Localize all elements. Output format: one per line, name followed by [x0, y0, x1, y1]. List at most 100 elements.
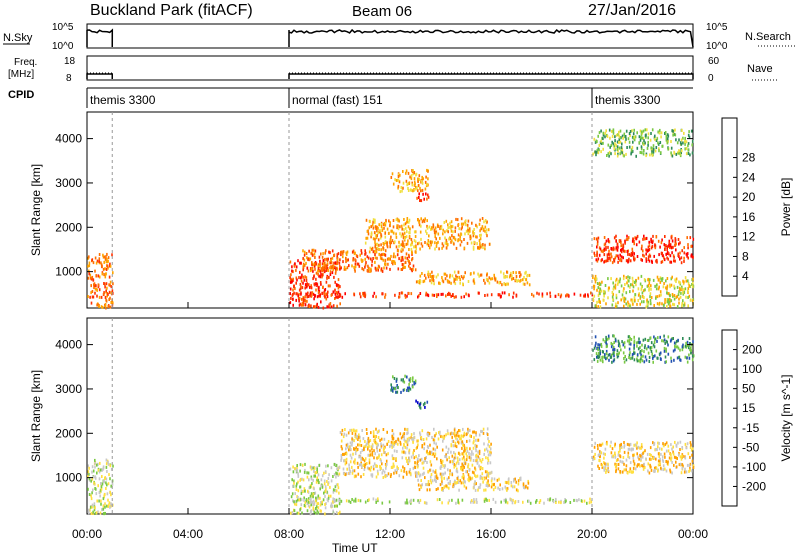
data-cell	[336, 266, 338, 270]
data-cell	[109, 477, 111, 481]
data-cell	[98, 275, 101, 279]
data-cell	[318, 286, 320, 290]
data-cell	[452, 293, 454, 296]
data-cell	[357, 262, 360, 266]
data-cell	[344, 458, 346, 462]
data-cell	[340, 458, 342, 462]
data-cell	[317, 478, 320, 482]
data-cell	[407, 389, 410, 393]
data-cell	[688, 344, 690, 348]
data-cell	[439, 466, 442, 470]
data-cell	[410, 436, 412, 440]
data-cell	[555, 501, 557, 504]
data-cell	[411, 242, 413, 246]
data-cell	[364, 251, 367, 255]
data-cell	[385, 459, 388, 463]
data-cell	[674, 259, 676, 263]
data-cell	[376, 229, 378, 233]
data-cell	[409, 500, 411, 504]
data-cell	[311, 262, 313, 266]
data-cell	[512, 271, 515, 274]
data-cell	[401, 450, 403, 454]
data-cell	[375, 227, 377, 230]
data-cell	[460, 467, 462, 471]
data-cell	[602, 338, 605, 342]
data-cell	[449, 469, 451, 473]
data-cell	[598, 131, 601, 135]
data-cell	[598, 253, 601, 257]
data-cell	[449, 472, 451, 476]
data-cell	[375, 500, 377, 504]
data-cell	[318, 274, 320, 278]
data-cell	[336, 504, 338, 508]
data-cell	[392, 260, 395, 263]
data-cell	[309, 257, 312, 261]
data-cell	[528, 273, 531, 277]
data-cell	[467, 478, 469, 482]
data-cell	[643, 360, 646, 364]
data-cell	[364, 440, 366, 443]
data-cell	[289, 467, 292, 471]
data-cell	[412, 438, 415, 442]
data-cell	[430, 450, 433, 454]
data-cell	[596, 444, 599, 447]
data-cell	[416, 445, 418, 449]
data-cell	[353, 265, 355, 269]
data-cell	[473, 228, 475, 231]
data-cell	[451, 454, 454, 458]
data-cell	[380, 459, 382, 463]
data-cell	[487, 228, 490, 232]
data-cell	[560, 501, 562, 505]
data-cell	[423, 279, 426, 283]
data-cell	[670, 458, 672, 462]
data-cell	[636, 302, 638, 306]
data-cell	[630, 254, 632, 257]
data-cell	[601, 465, 604, 469]
data-cell	[445, 433, 447, 437]
data-cell	[294, 467, 296, 471]
data-cell	[302, 490, 304, 493]
data-cell	[420, 224, 422, 228]
data-cell	[478, 464, 480, 468]
data-cell	[338, 466, 340, 470]
data-cell	[372, 294, 374, 298]
data-cell	[620, 445, 623, 449]
data-cell	[610, 277, 612, 281]
data-cell	[689, 468, 691, 472]
data-cell	[297, 480, 299, 484]
data-cell	[314, 249, 317, 253]
data-cell	[354, 499, 357, 503]
data-cell	[467, 229, 469, 232]
data-cell	[445, 453, 447, 457]
data-cell	[107, 498, 109, 502]
data-cell	[666, 298, 668, 301]
data-cell	[356, 435, 359, 439]
data-cell	[355, 254, 358, 258]
data-cell	[408, 438, 410, 442]
data-cell	[301, 477, 303, 481]
data-cell	[665, 279, 667, 283]
data-cell	[597, 464, 599, 468]
data-cell	[89, 273, 92, 277]
data-cell	[648, 355, 651, 359]
data-cell	[655, 139, 658, 142]
data-cell	[428, 246, 431, 250]
data-cell	[679, 358, 681, 362]
data-cell	[554, 294, 557, 298]
data-cell	[640, 454, 642, 458]
data-cell	[655, 283, 658, 287]
data-cell	[658, 131, 661, 135]
data-cell	[360, 251, 363, 255]
data-cell	[604, 464, 607, 468]
data-cell	[453, 280, 455, 284]
data-cell	[622, 351, 625, 355]
data-cell	[684, 467, 686, 471]
data-cell	[434, 448, 437, 452]
data-cell	[444, 272, 447, 276]
data-cell	[396, 224, 398, 228]
data-cell	[536, 291, 538, 295]
data-cell	[448, 237, 450, 241]
data-cell	[408, 260, 410, 264]
data-cell	[334, 280, 336, 284]
data-cell	[377, 456, 379, 460]
